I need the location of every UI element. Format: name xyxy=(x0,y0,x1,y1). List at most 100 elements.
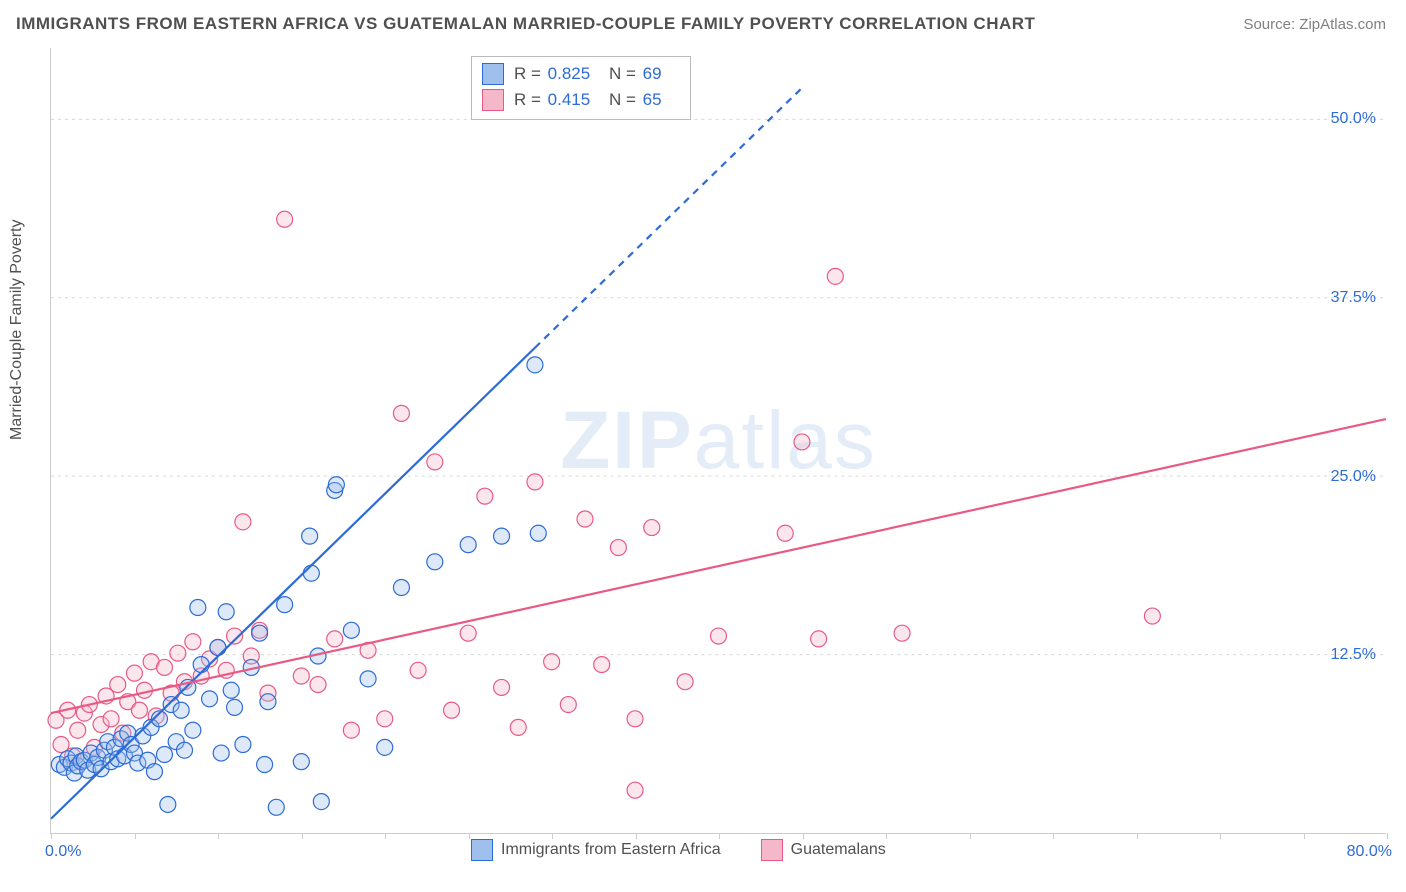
data-point xyxy=(156,659,172,675)
data-point xyxy=(235,514,251,530)
swatch-series-1-bottom xyxy=(761,839,783,861)
data-point xyxy=(427,454,443,470)
data-point xyxy=(227,699,243,715)
data-point xyxy=(110,677,126,693)
y-tick-label: 12.5% xyxy=(1331,646,1376,664)
data-point xyxy=(894,625,910,641)
x-tick-mark xyxy=(1137,833,1138,839)
data-point xyxy=(577,511,593,527)
x-tick-mark xyxy=(1304,833,1305,839)
data-point xyxy=(1144,608,1160,624)
data-point xyxy=(257,757,273,773)
data-point xyxy=(393,405,409,421)
plot-area: ZIPatlas 12.5%25.0%37.5%50.0% 0.0% 80.0%… xyxy=(50,48,1386,834)
data-point xyxy=(70,722,86,738)
legend-item-series-1: Guatemalans xyxy=(761,839,886,861)
data-point xyxy=(260,694,276,710)
data-point xyxy=(627,711,643,727)
x-tick-mark xyxy=(1053,833,1054,839)
stats-row-series-1: R = 0.415 N = 65 xyxy=(482,87,676,113)
legend-label-series-0: Immigrants from Eastern Africa xyxy=(501,841,721,859)
data-point xyxy=(170,645,186,661)
data-point xyxy=(173,702,189,718)
data-point xyxy=(193,657,209,673)
data-point xyxy=(302,528,318,544)
data-point xyxy=(594,657,610,673)
y-tick-label: 25.0% xyxy=(1331,468,1376,486)
x-tick-mark xyxy=(135,833,136,839)
data-point xyxy=(327,631,343,647)
y-tick-label: 37.5% xyxy=(1331,289,1376,307)
trend-line xyxy=(51,348,535,819)
swatch-series-0 xyxy=(482,63,504,85)
data-point xyxy=(190,600,206,616)
data-point xyxy=(827,268,843,284)
data-point xyxy=(277,597,293,613)
data-point xyxy=(477,488,493,504)
x-axis-max-label: 80.0% xyxy=(1347,843,1392,861)
data-point xyxy=(544,654,560,670)
data-point xyxy=(223,682,239,698)
data-point xyxy=(268,799,284,815)
trend-line-extrapolated xyxy=(535,88,802,348)
data-point xyxy=(293,668,309,684)
data-point xyxy=(444,702,460,718)
data-point xyxy=(210,639,226,655)
data-point xyxy=(410,662,426,678)
data-point xyxy=(427,554,443,570)
series-legend: Immigrants from Eastern Africa Guatemala… xyxy=(471,839,886,861)
data-point xyxy=(160,796,176,812)
chart-svg xyxy=(51,48,1386,833)
data-point xyxy=(218,604,234,620)
data-point xyxy=(343,622,359,638)
data-point xyxy=(185,722,201,738)
data-point xyxy=(527,357,543,373)
data-point xyxy=(677,674,693,690)
data-point xyxy=(177,742,193,758)
data-point xyxy=(277,211,293,227)
data-point xyxy=(303,565,319,581)
data-point xyxy=(213,745,229,761)
x-tick-mark xyxy=(218,833,219,839)
chart-container: IMMIGRANTS FROM EASTERN AFRICA VS GUATEM… xyxy=(0,0,1406,892)
x-tick-mark xyxy=(970,833,971,839)
data-point xyxy=(460,625,476,641)
data-point xyxy=(202,691,218,707)
legend-item-series-0: Immigrants from Eastern Africa xyxy=(471,839,721,861)
data-point xyxy=(393,580,409,596)
x-tick-mark xyxy=(51,833,52,839)
data-point xyxy=(811,631,827,647)
x-axis-min-label: 0.0% xyxy=(45,843,81,861)
data-point xyxy=(644,520,660,536)
source-label: Source: ZipAtlas.com xyxy=(1243,16,1386,33)
data-point xyxy=(146,764,162,780)
x-tick-mark xyxy=(469,833,470,839)
data-point xyxy=(494,528,510,544)
stats-legend: R = 0.825 N = 69 R = 0.415 N = 65 xyxy=(471,56,691,120)
x-tick-mark xyxy=(1387,833,1388,839)
data-point xyxy=(131,702,147,718)
data-point xyxy=(293,754,309,770)
y-axis-label: Married-Couple Family Poverty xyxy=(8,219,26,440)
data-point xyxy=(343,722,359,738)
data-point xyxy=(377,739,393,755)
data-point xyxy=(185,634,201,650)
data-point xyxy=(510,719,526,735)
x-tick-mark xyxy=(1220,833,1221,839)
swatch-series-1 xyxy=(482,89,504,111)
x-tick-mark xyxy=(886,833,887,839)
data-point xyxy=(627,782,643,798)
data-point xyxy=(377,711,393,727)
x-tick-mark xyxy=(385,833,386,839)
trend-line xyxy=(51,419,1386,713)
data-point xyxy=(530,525,546,541)
x-tick-mark xyxy=(302,833,303,839)
data-point xyxy=(235,737,251,753)
data-point xyxy=(610,540,626,556)
data-point xyxy=(777,525,793,541)
swatch-series-0-bottom xyxy=(471,839,493,861)
data-point xyxy=(310,677,326,693)
data-point xyxy=(711,628,727,644)
data-point xyxy=(156,747,172,763)
data-point xyxy=(494,679,510,695)
